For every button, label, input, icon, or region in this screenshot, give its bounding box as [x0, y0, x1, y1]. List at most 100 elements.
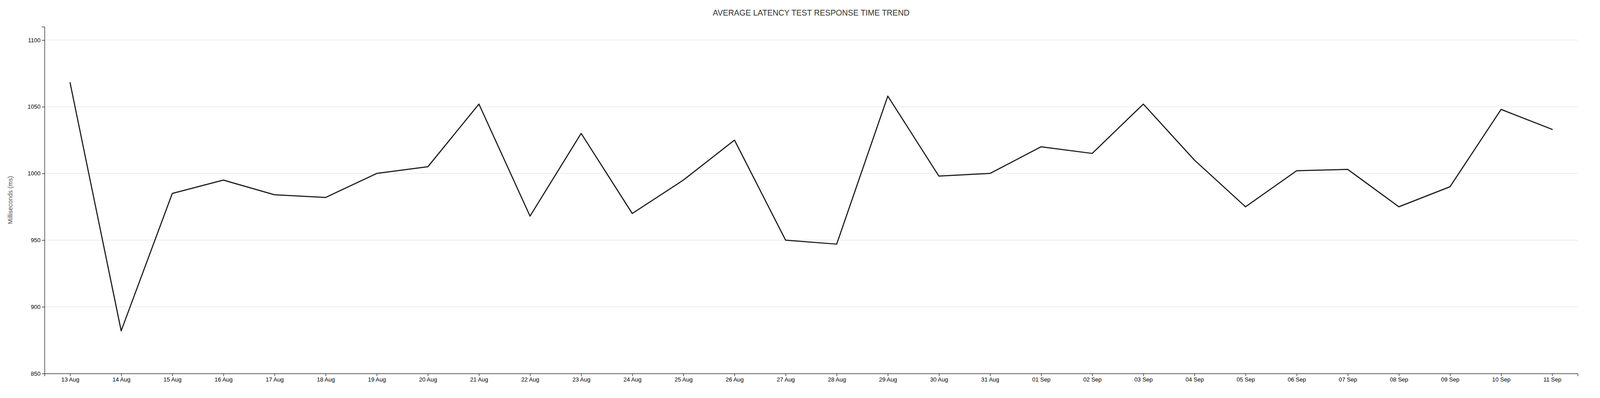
- x-tick-mark: [1552, 373, 1553, 377]
- x-tick-label: 26 Aug: [725, 376, 744, 383]
- x-tick-label: 06 Sep: [1287, 376, 1306, 383]
- y-axis: 850900950100010501100: [27, 27, 45, 378]
- y-axis-title: Milliseconds (ms): [6, 175, 14, 224]
- x-tick-mark: [1398, 373, 1400, 377]
- x-tick-label: 22 Aug: [521, 376, 540, 383]
- x-tick: 22 Aug: [521, 373, 540, 383]
- x-tick-label: 07 Sep: [1338, 376, 1357, 383]
- y-tick: 1000: [27, 170, 45, 177]
- x-tick-label: 02 Sep: [1083, 376, 1102, 383]
- x-tick-mark: [734, 373, 736, 377]
- x-tick-label: 27 Aug: [776, 376, 796, 383]
- x-tick-label: 20 Aug: [418, 376, 438, 383]
- x-tick-mark: [785, 373, 787, 377]
- x-tick: 29 Aug: [878, 373, 898, 383]
- x-tick-label: 01 Sep: [1031, 376, 1051, 383]
- chart: 85090095010001050110013 Aug14 Aug15 Aug1…: [0, 0, 1600, 398]
- plot-area: 85090095010001050110013 Aug14 Aug15 Aug1…: [27, 27, 1578, 384]
- x-tick-mark: [1092, 373, 1093, 377]
- x-tick-label: 10 Sep: [1492, 376, 1511, 383]
- x-tick-mark: [69, 373, 71, 377]
- x-tick: 28 Aug: [828, 373, 847, 383]
- x-tick: 08 Sep: [1389, 373, 1409, 383]
- x-tick-label: 08 Sep: [1389, 376, 1409, 383]
- x-tick-label: 21 Aug: [470, 376, 489, 383]
- x-tick-label: 29 Aug: [878, 376, 898, 383]
- y-axis-line: [41, 27, 45, 374]
- x-tick: 07 Sep: [1338, 373, 1357, 383]
- x-tick: 21 Aug: [470, 373, 489, 383]
- x-tick-label: 11 Sep: [1543, 376, 1562, 383]
- x-tick: 01 Sep: [1031, 373, 1051, 383]
- x-tick-label: 24 Aug: [623, 376, 642, 383]
- x-axis-line: [44, 373, 1579, 377]
- x-tick: 23 Aug: [572, 373, 591, 383]
- x-tick-label: 19 Aug: [367, 376, 386, 383]
- x-tick-mark: [530, 373, 531, 377]
- x-tick-mark: [121, 373, 122, 377]
- y-tick: 850: [30, 370, 45, 378]
- grid-line: [44, 106, 1578, 107]
- x-tick-label: 30 Aug: [929, 376, 949, 383]
- x-tick-mark: [172, 373, 173, 377]
- x-tick-mark: [632, 373, 633, 377]
- x-tick-mark: [938, 373, 940, 377]
- x-tick-mark: [1143, 373, 1144, 377]
- x-tick: 14 Aug: [112, 373, 131, 383]
- x-tick: 30 Aug: [929, 373, 949, 383]
- x-tick-mark: [683, 373, 684, 377]
- x-tick: 15 Aug: [163, 373, 182, 383]
- y-tick: 1050: [27, 103, 45, 110]
- x-tick: 18 Aug: [316, 373, 336, 383]
- marks: [69, 82, 1552, 331]
- x-tick-label: 14 Aug: [112, 376, 131, 383]
- y-tick-mark: [41, 306, 45, 308]
- y-tick-label: 950: [30, 236, 41, 244]
- grid: [44, 40, 1578, 374]
- x-axis: 13 Aug14 Aug15 Aug16 Aug17 Aug18 Aug19 A…: [44, 373, 1579, 383]
- x-tick: 06 Sep: [1287, 373, 1306, 383]
- line: [69, 82, 1552, 331]
- x-tick-label: 05 Sep: [1236, 376, 1255, 383]
- x-tick-label: 23 Aug: [572, 376, 591, 383]
- x-tick-mark: [1449, 373, 1451, 377]
- x-tick-mark: [990, 373, 991, 377]
- x-tick: 11 Sep: [1543, 373, 1562, 383]
- x-tick-mark: [1245, 373, 1247, 377]
- x-tick: 17 Aug: [265, 373, 285, 383]
- x-tick-label: 31 Aug: [981, 376, 1000, 383]
- x-tick-mark: [1296, 373, 1298, 377]
- y-tick-label: 900: [30, 303, 41, 311]
- x-tick: 03 Sep: [1134, 373, 1153, 383]
- y-tick-label: 1000: [27, 170, 41, 177]
- x-tick-mark: [427, 373, 429, 377]
- y-tick: 950: [30, 236, 45, 244]
- x-tick-mark: [376, 373, 378, 377]
- grid-line: [44, 39, 1578, 41]
- x-tick-mark: [836, 373, 837, 377]
- grid-line: [44, 239, 1578, 241]
- x-tick-mark: [1194, 373, 1195, 377]
- x-tick: 04 Sep: [1185, 373, 1204, 383]
- y-tick-label: 850: [30, 370, 41, 378]
- x-tick: 09 Sep: [1441, 373, 1460, 383]
- x-tick: 10 Sep: [1492, 373, 1511, 383]
- y-tick-mark: [41, 373, 45, 374]
- y-tick: 900: [30, 303, 45, 311]
- x-tick-mark: [1041, 373, 1042, 377]
- grid-line: [44, 306, 1578, 308]
- y-tick-mark: [41, 40, 45, 41]
- grid-line: [44, 173, 1578, 174]
- x-tick: 19 Aug: [367, 373, 386, 383]
- x-tick-label: 16 Aug: [214, 376, 233, 383]
- x-tick: 26 Aug: [725, 373, 744, 383]
- x-tick-mark: [274, 373, 276, 377]
- y-tick-mark: [41, 106, 45, 108]
- x-tick-label: 15 Aug: [163, 376, 182, 383]
- x-tick: 02 Sep: [1083, 373, 1102, 383]
- x-tick-label: 04 Sep: [1185, 376, 1204, 383]
- x-tick-label: 03 Sep: [1134, 376, 1153, 383]
- x-tick: 25 Aug: [674, 373, 693, 383]
- x-tick-mark: [223, 373, 224, 377]
- x-tick-mark: [1501, 373, 1502, 377]
